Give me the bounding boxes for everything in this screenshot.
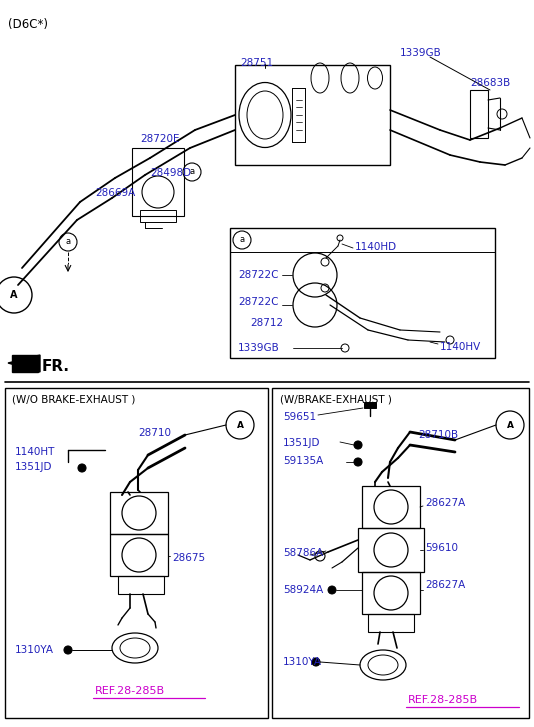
Text: 28722C: 28722C bbox=[238, 297, 279, 307]
Circle shape bbox=[78, 464, 86, 472]
Text: (W/BRAKE-EXHAUST ): (W/BRAKE-EXHAUST ) bbox=[280, 394, 392, 404]
Text: 1140HV: 1140HV bbox=[440, 342, 481, 352]
Circle shape bbox=[312, 658, 320, 666]
Text: 28669A: 28669A bbox=[95, 188, 135, 198]
Bar bbox=[368, 614, 414, 632]
Text: 28720E: 28720E bbox=[140, 134, 179, 144]
Bar bbox=[110, 492, 168, 534]
Polygon shape bbox=[12, 355, 38, 372]
Circle shape bbox=[328, 586, 336, 594]
Text: 28498D: 28498D bbox=[150, 168, 191, 178]
Text: 28712: 28712 bbox=[250, 318, 283, 328]
Bar bbox=[362, 572, 420, 614]
Bar bbox=[470, 90, 488, 138]
Text: 28710: 28710 bbox=[138, 428, 171, 438]
Text: A: A bbox=[10, 290, 18, 300]
Text: FR.: FR. bbox=[42, 359, 70, 374]
Text: 28627A: 28627A bbox=[425, 498, 465, 508]
Bar bbox=[132, 148, 184, 216]
Text: 1310YA: 1310YA bbox=[15, 645, 54, 655]
Text: 1339GB: 1339GB bbox=[238, 343, 280, 353]
Text: 59610: 59610 bbox=[425, 543, 458, 553]
Text: REF.28-285B: REF.28-285B bbox=[95, 686, 165, 696]
Text: 28675: 28675 bbox=[172, 553, 205, 563]
Bar bbox=[5, 388, 268, 718]
Bar bbox=[118, 576, 164, 594]
Bar bbox=[364, 402, 376, 408]
Bar bbox=[362, 486, 420, 528]
Bar bbox=[230, 228, 495, 358]
Circle shape bbox=[354, 458, 362, 466]
Text: A: A bbox=[507, 420, 514, 430]
Text: (D6C*): (D6C*) bbox=[8, 18, 48, 31]
Text: 1339GB: 1339GB bbox=[400, 48, 442, 58]
Circle shape bbox=[64, 646, 72, 654]
Text: 58924A: 58924A bbox=[283, 585, 323, 595]
Text: 1140HD: 1140HD bbox=[355, 242, 397, 252]
Text: 1351JD: 1351JD bbox=[283, 438, 320, 448]
Circle shape bbox=[354, 441, 362, 449]
Text: (W/O BRAKE-EXHAUST ): (W/O BRAKE-EXHAUST ) bbox=[12, 394, 136, 404]
Text: a: a bbox=[190, 167, 194, 177]
Bar bbox=[235, 65, 390, 165]
Text: 1140HT: 1140HT bbox=[15, 447, 56, 457]
Text: 59651: 59651 bbox=[283, 412, 316, 422]
Text: A: A bbox=[237, 420, 244, 430]
Polygon shape bbox=[8, 355, 40, 372]
Text: 28722C: 28722C bbox=[238, 270, 279, 280]
Bar bbox=[140, 210, 176, 222]
Text: 28683B: 28683B bbox=[470, 78, 511, 88]
Text: 58786A: 58786A bbox=[283, 548, 323, 558]
Text: 1310YA: 1310YA bbox=[283, 657, 322, 667]
Bar bbox=[110, 534, 168, 576]
Bar bbox=[272, 388, 529, 718]
Text: 28627A: 28627A bbox=[425, 580, 465, 590]
Text: a: a bbox=[66, 238, 70, 246]
Text: 28710B: 28710B bbox=[418, 430, 458, 440]
Text: a: a bbox=[239, 236, 245, 244]
Text: 28751: 28751 bbox=[240, 58, 273, 68]
Bar bbox=[358, 528, 424, 572]
Text: REF.28-285B: REF.28-285B bbox=[408, 695, 478, 705]
Text: 59135A: 59135A bbox=[283, 456, 323, 466]
Text: 1351JD: 1351JD bbox=[15, 462, 52, 472]
